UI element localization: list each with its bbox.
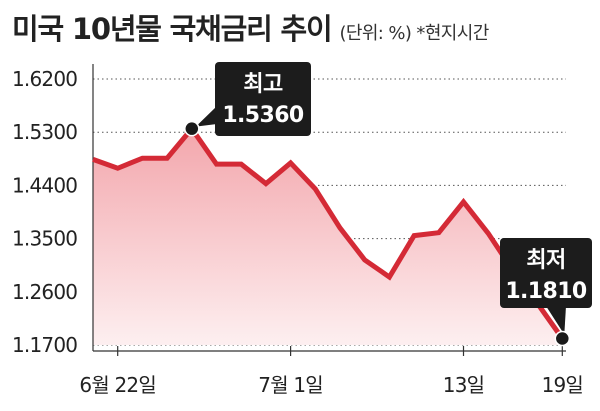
area-fill-layer: [93, 128, 563, 345]
area-fill: [93, 128, 563, 345]
y-tick-label: 1.3500: [12, 227, 77, 251]
x-tick-label: 7월 1일: [258, 373, 323, 397]
y-tick-labels: 1.6200 1.5300 1.4400 1.3500 1.2600 1.1700: [12, 67, 78, 357]
axis-layer: [92, 64, 566, 356]
chart-subtitle: (단위: %) *현지시간: [339, 23, 489, 44]
x-tick-label: 13일: [443, 373, 484, 397]
callouts: 최고 1.5360 최저 1.1810: [184, 62, 592, 347]
callout-pointer: [195, 106, 217, 127]
callout-pointer: [546, 306, 566, 335]
y-tick-label: 1.4400: [12, 173, 77, 197]
callout-value: 1.1810: [505, 279, 587, 304]
callout-box: [215, 62, 311, 136]
chart-header: 미국 10년물 국채금리 추이 (단위: %) *현지시간: [12, 6, 596, 50]
x-tick-label: 19일: [542, 373, 583, 397]
series-line-layer: [92, 124, 565, 340]
extreme-point-marker: [184, 120, 200, 137]
y-tick-label: 1.1700: [12, 333, 77, 357]
x-tick-label: 6월 22일: [79, 373, 156, 397]
callout-value: 1.5360: [222, 103, 304, 128]
y-tick-label: 1.5300: [12, 120, 77, 144]
callout-title: 최고: [243, 72, 283, 97]
chart-title: 미국 10년물 국채금리 추이: [12, 12, 333, 46]
callout-box: [500, 238, 592, 308]
callout-0: 최고 1.5360: [184, 62, 311, 137]
callout-1: 최저 1.1810: [500, 238, 592, 347]
series-line: [92, 124, 565, 340]
y-tick-label: 1.2600: [12, 280, 77, 304]
extreme-point-marker: [554, 330, 571, 347]
callout-title: 최저: [526, 248, 565, 273]
x-tick-labels: 6월 22일 7월 1일 13일 19일: [79, 373, 583, 397]
y-tick-label: 1.6200: [12, 67, 77, 91]
